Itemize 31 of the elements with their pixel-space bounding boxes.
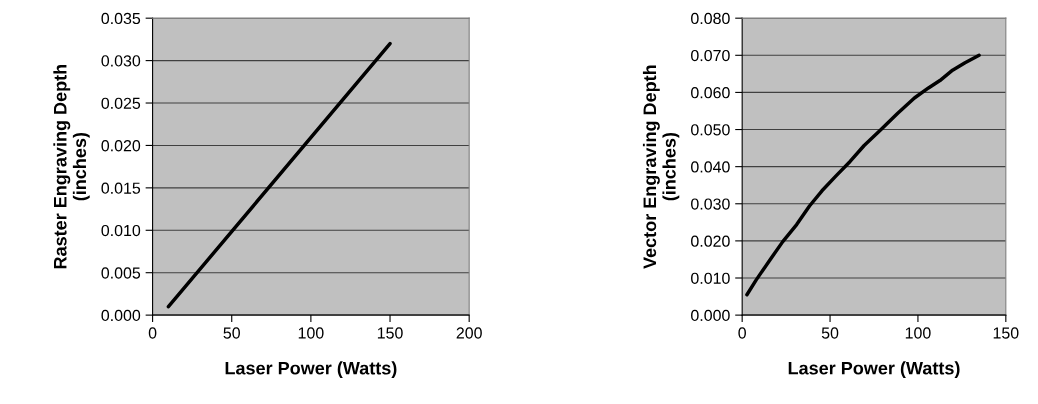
y-tick-label: 0.000 bbox=[691, 309, 730, 322]
y-axis-title: Raster Engraving Depth (inches) bbox=[53, 64, 90, 269]
y-tick-label: 0.070 bbox=[691, 49, 730, 62]
x-tick-label: 50 bbox=[223, 327, 240, 339]
y-tick-label: 0.020 bbox=[101, 140, 141, 152]
x-tick-label: 150 bbox=[377, 327, 403, 339]
y-tick-label: 0.025 bbox=[101, 97, 141, 109]
y-tick-label: 0.040 bbox=[691, 161, 730, 173]
x-tick-label: 100 bbox=[905, 327, 931, 339]
y-axis-title: Vector Engraving Depth (inches) bbox=[642, 65, 680, 269]
y-tick-label: 0.010 bbox=[691, 272, 730, 284]
y-tick-label: 0.030 bbox=[691, 198, 730, 210]
y-tick-label: 0.020 bbox=[691, 235, 730, 247]
y-tick-label: 0.005 bbox=[101, 267, 141, 279]
x-tick-label: 0 bbox=[738, 327, 746, 339]
y-tick-label: 0.035 bbox=[101, 12, 141, 25]
x-tick-label: 0 bbox=[148, 327, 157, 339]
y-tick-label: 0.060 bbox=[691, 87, 730, 99]
y-tick-label: 0.015 bbox=[101, 182, 141, 194]
y-tick-label: 0.000 bbox=[101, 309, 141, 322]
x-tick-label: 150 bbox=[993, 327, 1019, 339]
x-axis-title: Laser Power (Watts) bbox=[788, 361, 960, 379]
y-tick-label: 0.050 bbox=[691, 124, 730, 136]
line-series bbox=[745, 53, 981, 297]
y-tick-label: 0.080 bbox=[691, 12, 730, 25]
y-tick-label: 0.010 bbox=[101, 224, 141, 237]
x-tick-label: 100 bbox=[298, 327, 324, 339]
y-tick-label: 0.030 bbox=[101, 55, 141, 67]
x-axis-title: Laser Power (Watts) bbox=[225, 361, 397, 379]
x-tick-label: 200 bbox=[456, 327, 482, 339]
x-tick-label: 50 bbox=[821, 327, 839, 339]
